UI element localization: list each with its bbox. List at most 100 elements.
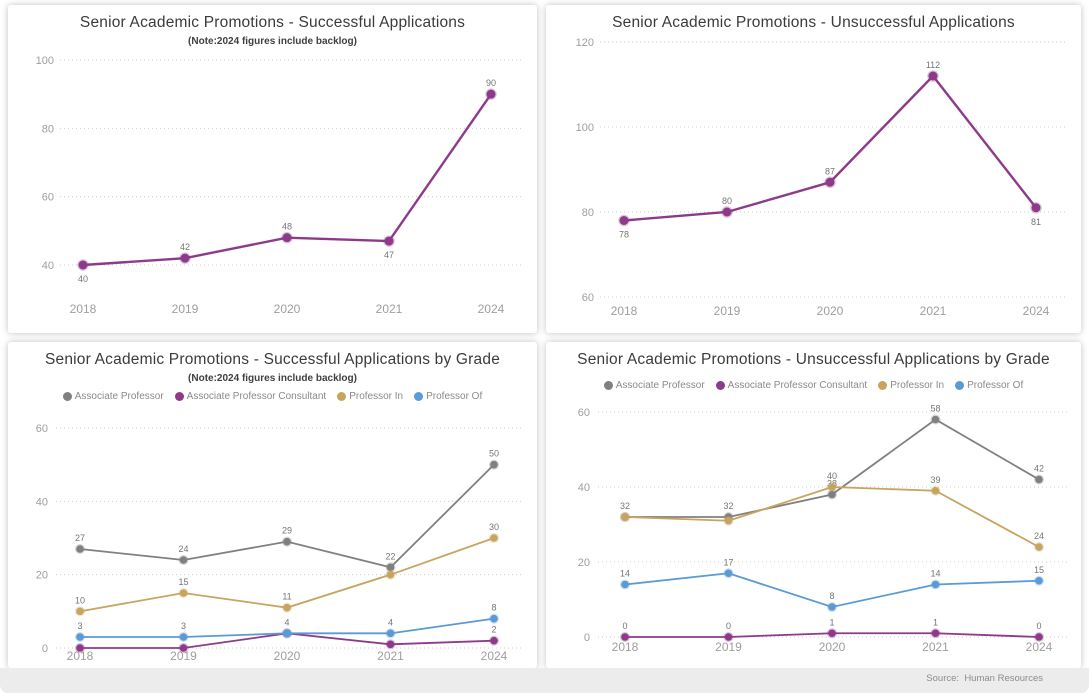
data-point-label: 87: [825, 166, 835, 176]
x-axis-label: 2020: [274, 649, 301, 663]
chart-panel-unsuccessful-applications: Senior Academic Promotions - Unsuccessfu…: [546, 5, 1081, 333]
x-axis-label: 2019: [714, 304, 741, 318]
data-point-marker: [179, 252, 191, 264]
data-point-marker: [824, 176, 836, 188]
y-tick-label: 0: [42, 643, 48, 655]
data-point-marker: [619, 631, 631, 643]
data-point-marker: [77, 259, 89, 271]
y-tick-label: 40: [42, 260, 54, 272]
data-point-marker: [930, 485, 941, 496]
legend-item[interactable]: Professor In: [878, 380, 944, 391]
data-point-label: 15: [1034, 565, 1044, 575]
y-tick-label: 60: [36, 423, 48, 435]
y-tick-label: 60: [578, 407, 590, 419]
data-point-label: 50: [489, 449, 499, 459]
data-point-label: 2: [491, 625, 496, 635]
legend-marker-icon: [337, 392, 347, 401]
y-tick-label: 100: [576, 122, 594, 134]
x-axis-label: 2021: [377, 649, 404, 663]
x-axis-label: 2021: [376, 302, 403, 316]
legend-item[interactable]: Professor In: [337, 391, 403, 402]
data-point-marker: [385, 639, 396, 650]
data-point-label: 11: [282, 592, 291, 602]
data-point-marker: [618, 214, 630, 227]
chart-legend: Associate Professor Associate Professor C…: [8, 384, 537, 402]
data-point-marker: [281, 628, 293, 639]
data-point-label: 40: [827, 471, 837, 481]
data-point-label: 0: [726, 621, 731, 631]
data-point-marker: [485, 88, 497, 100]
x-axis-label: 2024: [478, 302, 505, 316]
chart-legend: Associate Professor Associate Professor C…: [546, 373, 1081, 391]
x-axis-label: 2024: [1023, 304, 1050, 318]
x-axis-label: 2018: [70, 302, 97, 316]
y-tick-label: 80: [582, 207, 594, 219]
data-point-label: 3: [181, 621, 186, 631]
data-point-marker: [1030, 202, 1042, 214]
chart-legend: [546, 36, 1081, 43]
data-point-marker: [619, 579, 631, 590]
legend-marker-icon: [955, 381, 965, 390]
data-point-marker: [74, 631, 86, 643]
data-point-marker: [178, 554, 189, 566]
data-point-label: 22: [385, 551, 395, 561]
data-point-label: 0: [1036, 621, 1041, 631]
x-axis-label: 2021: [922, 640, 949, 654]
data-point-label: 0: [622, 621, 627, 631]
data-point-label: 48: [282, 222, 292, 232]
data-point-label: 42: [180, 242, 190, 252]
legend-label: Professor Of: [426, 391, 483, 402]
data-point-marker: [178, 642, 189, 654]
x-axis-label: 2024: [481, 649, 508, 663]
y-tick-label: 120: [576, 37, 594, 49]
legend-label: Professor Of: [967, 380, 1024, 391]
data-point-marker: [927, 70, 939, 82]
data-point-marker: [385, 569, 396, 580]
data-point-label: 1: [829, 617, 834, 627]
legend-item[interactable]: Professor Of: [955, 380, 1023, 391]
data-point-marker: [281, 536, 293, 547]
chart-panel-unsuccessful-by-grade: Senior Academic Promotions - Unsuccessfu…: [546, 342, 1081, 668]
chart-legend: [8, 47, 537, 54]
data-point-label: 81: [1031, 217, 1041, 227]
data-point-marker: [826, 601, 838, 613]
data-point-label: 8: [491, 603, 496, 613]
data-point-label: 10: [75, 595, 85, 605]
data-point-label: 47: [384, 250, 394, 260]
data-point-label: 30: [489, 522, 499, 532]
data-point-marker: [178, 587, 189, 599]
x-axis-label: 2020: [817, 304, 844, 318]
legend-item[interactable]: Associate Professor: [62, 391, 164, 402]
legend-item[interactable]: Associate Professor: [603, 380, 705, 391]
y-tick-label: 40: [578, 482, 590, 494]
legend-marker-icon: [174, 392, 184, 401]
legend-item[interactable]: Associate Professor Consultant: [174, 391, 326, 402]
x-axis-label: 2019: [172, 302, 199, 316]
data-point-marker: [74, 606, 86, 617]
line-chart-svg: 40 60 80 100 2018 2019 2020 2021 2024 40 42 48 47 90: [36, 55, 523, 316]
data-point-marker: [488, 459, 500, 470]
data-point-marker: [930, 414, 941, 425]
data-point-marker: [721, 206, 733, 218]
data-point-label: 3: [77, 621, 82, 631]
data-point-marker: [619, 511, 631, 523]
data-point-label: 1: [933, 617, 938, 627]
legend-label: Associate Professor Consultant: [727, 380, 868, 391]
legend-item[interactable]: Associate Professor Consultant: [715, 380, 868, 391]
legend-label: Professor In: [349, 391, 404, 402]
data-point-marker: [930, 579, 941, 590]
x-axis-label: 2018: [67, 649, 94, 663]
data-point-marker: [826, 481, 838, 493]
data-point-label: 32: [723, 501, 733, 511]
legend-item[interactable]: Professor Of: [414, 391, 482, 402]
data-point-marker: [281, 231, 293, 244]
legend-marker-icon: [603, 381, 613, 390]
data-point-marker: [930, 628, 941, 639]
x-axis-label: 2018: [612, 640, 639, 654]
data-point-marker: [178, 631, 189, 643]
chart-panel-successful-applications: Senior Academic Promotions - Successful …: [8, 5, 537, 333]
data-point-marker: [723, 631, 734, 643]
data-point-label: 24: [1034, 531, 1044, 541]
line-chart-svg: 0204060201820192020202120243232385842001…: [578, 404, 1067, 654]
